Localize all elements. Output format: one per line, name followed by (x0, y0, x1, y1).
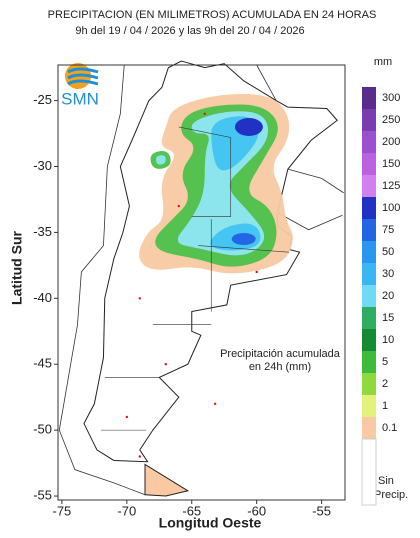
logo: SMN (61, 63, 99, 108)
station (177, 204, 180, 208)
legend-swatch (362, 351, 376, 373)
annotation: Precipitación acumulada (220, 348, 341, 360)
y-tick-label: -45 (33, 356, 52, 371)
x-tick-label: -65 (182, 503, 201, 518)
x-axis-label: Longitud Oeste (159, 515, 262, 531)
x-tick-label: -70 (117, 503, 136, 518)
x-tick-label: -75 (52, 503, 71, 518)
provinces (100, 126, 290, 431)
station (125, 415, 129, 419)
legend-swatch (362, 285, 376, 307)
logo-text: SMN (61, 89, 99, 108)
y-tick-label: -35 (33, 224, 52, 239)
legend-label: 200 (382, 136, 400, 148)
legend-label: 300 (382, 92, 400, 104)
y-axis-label: Latitud Sur (9, 231, 25, 305)
legend-swatch (362, 197, 376, 219)
legend-unit: mm (374, 56, 392, 68)
island (144, 463, 190, 497)
legend-swatch (362, 219, 376, 241)
legend-label: 100 (382, 202, 400, 214)
legend-label: 1 (382, 400, 388, 412)
precip-area (155, 155, 166, 165)
coast (58, 64, 146, 496)
legend-label: 50 (382, 246, 394, 258)
station (203, 112, 206, 115)
precip-core (231, 233, 256, 245)
x-tick-label: -55 (312, 503, 331, 518)
legend-none: Sin (378, 475, 394, 487)
legend-swatch (362, 329, 376, 351)
legend-label: 250 (382, 114, 400, 126)
legend-swatch (362, 373, 376, 395)
border (256, 64, 344, 231)
y-tick-label: -30 (33, 158, 52, 173)
legend-label: 150 (382, 158, 400, 170)
precip-core (234, 117, 263, 136)
y-tick-label: -55 (33, 487, 52, 502)
legend-label: 30 (382, 268, 394, 280)
legend-swatch (362, 87, 376, 109)
legend-swatch (362, 175, 376, 197)
legend-none: Precip. (374, 489, 408, 501)
legend-swatch (362, 131, 376, 153)
legend-label: 125 (382, 180, 400, 192)
legend-swatch (362, 395, 376, 417)
x-tick-label: -60 (247, 503, 266, 518)
annotation: en 24h (mm) (249, 361, 311, 373)
legend-swatch (362, 417, 376, 439)
legend-label: 10 (382, 334, 394, 346)
station (138, 455, 142, 458)
legend-swatch (362, 241, 376, 263)
station (255, 270, 258, 274)
plot-frame (57, 64, 346, 501)
map (58, 60, 344, 497)
subtitle: 9h del 19 / 04 / 2026 y las 9h del 20 / … (75, 25, 304, 37)
legend-swatch (362, 153, 376, 175)
y-tick-label: -40 (33, 290, 52, 305)
legend-swatch (362, 263, 376, 285)
station (164, 363, 167, 366)
logo-waves (67, 67, 99, 86)
legend-swatch-none (361, 438, 377, 506)
station (213, 402, 217, 405)
legend-label: 75 (382, 224, 394, 236)
legend-label: 0.1 (382, 422, 397, 434)
legend-label: 20 (382, 290, 394, 302)
legend-swatch (362, 109, 376, 131)
title: PRECIPITACION (EN MILIMETROS) ACUMULADA … (48, 9, 377, 21)
station (138, 297, 142, 300)
legend-label: 2 (382, 378, 388, 390)
legend-label: 15 (382, 312, 394, 324)
y-tick-label: -50 (33, 422, 52, 437)
legend-label: 5 (382, 356, 388, 368)
legend-swatch (362, 307, 376, 329)
y-tick-label: -25 (33, 92, 52, 107)
